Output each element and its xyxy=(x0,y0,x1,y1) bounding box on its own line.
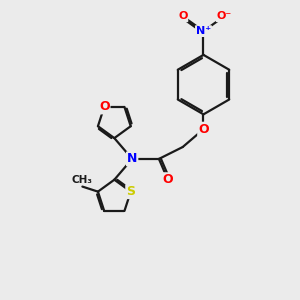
Text: O: O xyxy=(163,173,173,186)
Text: O: O xyxy=(198,123,209,136)
Text: N: N xyxy=(127,152,137,165)
Text: O⁻: O⁻ xyxy=(217,11,232,21)
Text: CH₃: CH₃ xyxy=(72,175,93,185)
Text: S: S xyxy=(126,185,135,198)
Text: N⁺: N⁺ xyxy=(196,26,211,36)
Text: O: O xyxy=(178,11,188,21)
Text: O: O xyxy=(99,100,110,113)
